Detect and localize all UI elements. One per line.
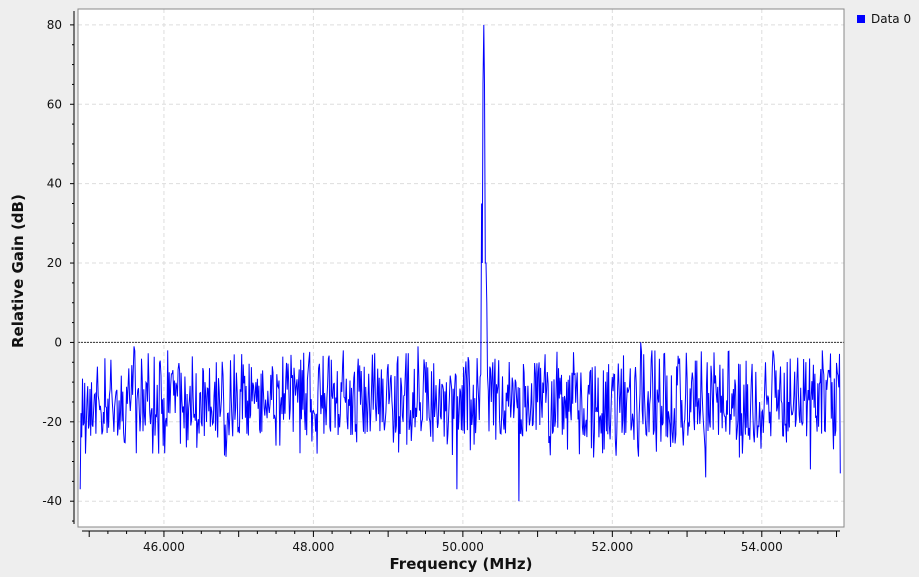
axes [73, 8, 845, 532]
y-tick-label: 80 [47, 18, 62, 32]
y-ticks: -40 -20 0 20 40 60 80 [42, 18, 74, 522]
legend-swatch [857, 15, 865, 23]
legend[interactable]: Data 0 [857, 12, 911, 26]
legend-label: Data 0 [871, 12, 912, 26]
plot-frame [77, 8, 845, 528]
grid [78, 9, 844, 527]
x-tick-label: 54.000 [741, 540, 783, 554]
x-ticks: 46.000 48.000 50.000 52.000 54.000 [88, 531, 838, 554]
y-tick-label: -20 [42, 415, 62, 429]
y-tick-label: 40 [47, 177, 62, 191]
y-tick-label: -40 [42, 494, 62, 508]
x-axis-label: Frequency (MHz) [389, 555, 533, 573]
y-axis-label: Relative Gain (dB) [9, 194, 27, 348]
y-tick-label: 60 [47, 97, 62, 111]
y-tick-label: 0 [54, 335, 62, 349]
y-tick-label: 20 [47, 256, 62, 270]
series-line-data-0 [79, 24, 841, 502]
plot-background [78, 9, 844, 527]
x-tick-label: 50.000 [442, 540, 484, 554]
x-tick-label: 48.000 [292, 540, 334, 554]
x-tick-label: 46.000 [143, 540, 185, 554]
x-tick-label: 52.000 [591, 540, 633, 554]
series-group [79, 24, 841, 502]
